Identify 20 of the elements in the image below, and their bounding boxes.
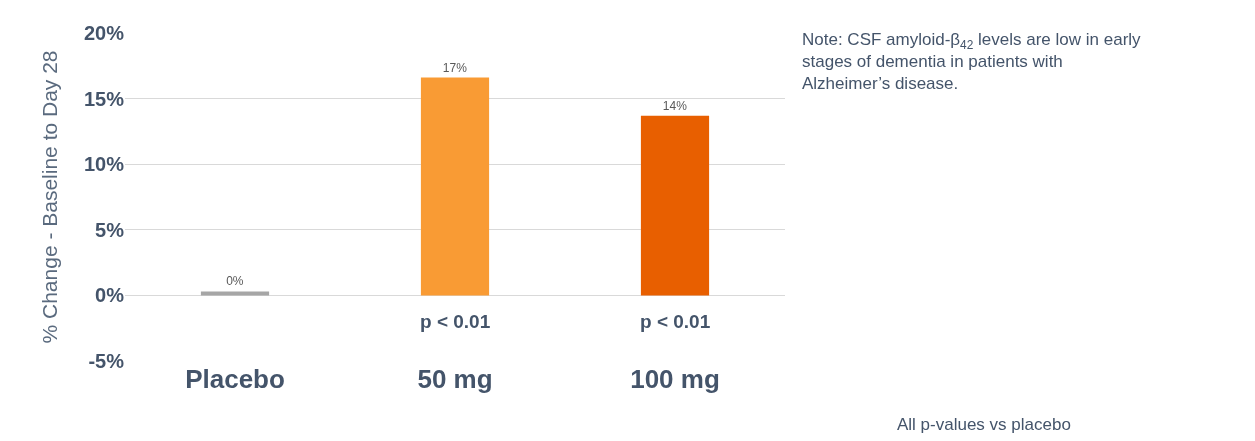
data-label: 0% (226, 274, 244, 289)
y-tick-label: -5% (88, 350, 125, 372)
x-tick-label: 100 mg (630, 364, 720, 394)
y-tick-label: 15% (83, 87, 125, 110)
data-label: 17% (442, 60, 468, 75)
y-tick-label: 5% (95, 218, 125, 241)
y-tick-label: 0% (95, 284, 125, 307)
data-label: 14% (662, 98, 688, 113)
text: Note: CSF amyloid-β$_{42}$ levels are low in early stages of dementia in patients with Alzheimer’s disease. (802, 30, 1142, 94)
y-axis-title: % Change - Baseline to Day 28 (38, 50, 62, 344)
x-tick-label: Placebo (185, 364, 285, 394)
bar (200, 291, 270, 296)
y-tick-label: 20% (83, 22, 125, 44)
y-tick-label: 10% (83, 153, 125, 176)
annotation: p < 0.01 (420, 311, 491, 332)
x-tick-label: 50 mg (417, 364, 493, 394)
bar (420, 77, 490, 296)
annotation: p < 0.01 (640, 311, 711, 332)
text: All p-values vs placebo (897, 415, 1071, 434)
bar (640, 115, 710, 296)
